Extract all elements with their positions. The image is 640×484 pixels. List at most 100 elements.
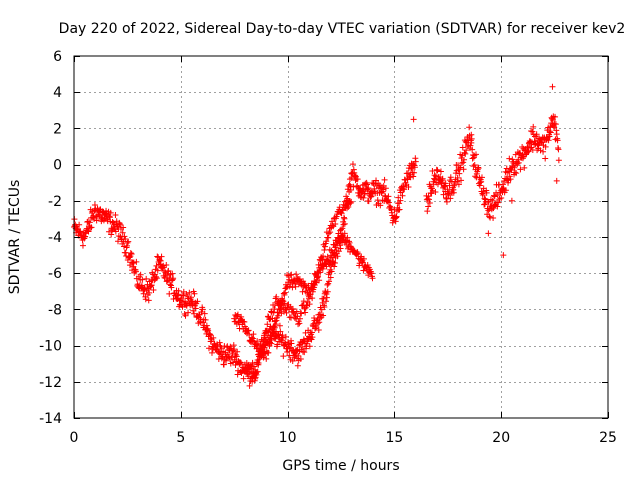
- data-point: [279, 334, 286, 341]
- data-point: [133, 258, 140, 265]
- data-point: [424, 208, 431, 215]
- data-point: [395, 194, 402, 201]
- data-point: [468, 139, 475, 146]
- data-point: [323, 298, 330, 305]
- data-point: [313, 273, 320, 280]
- data-point: [385, 193, 392, 200]
- data-point: [232, 361, 239, 368]
- data-point: [207, 332, 214, 339]
- data-point: [254, 338, 261, 345]
- data-point: [300, 298, 307, 305]
- data-point: [289, 284, 296, 291]
- data-point: [316, 277, 323, 284]
- data-point: [281, 289, 288, 296]
- data-point: [294, 362, 301, 369]
- data-point: [240, 375, 247, 382]
- data-point: [355, 250, 362, 257]
- data-point: [255, 361, 262, 368]
- data-point: [432, 173, 439, 180]
- data-point: [166, 290, 173, 297]
- y-tick-label: 0: [53, 158, 62, 174]
- data-point: [145, 297, 152, 304]
- data-point: [411, 164, 418, 171]
- data-point: [506, 173, 513, 180]
- data-point: [319, 256, 326, 263]
- data-point: [554, 137, 561, 144]
- data-point: [437, 168, 444, 175]
- data-point: [459, 144, 466, 151]
- x-tick-label: 25: [599, 430, 617, 446]
- data-point: [256, 356, 263, 363]
- data-point: [339, 207, 346, 214]
- data-point: [500, 252, 507, 259]
- data-point: [283, 284, 290, 291]
- data-point: [321, 247, 328, 254]
- y-axis-label: SDTVAR / TECUs: [7, 180, 23, 295]
- data-point: [257, 347, 264, 354]
- data-point: [381, 176, 388, 183]
- data-point: [347, 187, 354, 194]
- data-point: [454, 174, 461, 181]
- data-point: [301, 280, 308, 287]
- data-points: [71, 83, 562, 389]
- data-point: [495, 199, 502, 206]
- data-point: [140, 290, 147, 297]
- data-point: [397, 197, 404, 204]
- data-point: [205, 345, 212, 352]
- data-point: [470, 163, 477, 170]
- data-point: [205, 327, 212, 334]
- y-tick-label: -4: [48, 230, 62, 246]
- data-point: [315, 261, 322, 268]
- y-tick-label: 4: [53, 85, 62, 101]
- data-point: [460, 159, 467, 166]
- data-point: [458, 160, 465, 167]
- data-point: [229, 350, 236, 357]
- data-point: [346, 239, 353, 246]
- data-point: [470, 152, 477, 159]
- data-point: [147, 282, 154, 289]
- data-point: [341, 220, 348, 227]
- data-point: [126, 254, 133, 261]
- data-point: [360, 194, 367, 201]
- data-point: [208, 349, 215, 356]
- data-point: [245, 327, 252, 334]
- data-point: [215, 355, 222, 362]
- data-point: [143, 275, 150, 282]
- data-point: [529, 128, 536, 135]
- data-point: [466, 124, 473, 131]
- data-point: [296, 315, 303, 322]
- data-point: [108, 231, 115, 238]
- data-point: [273, 317, 280, 324]
- data-point: [234, 311, 241, 318]
- data-point: [122, 235, 129, 242]
- data-point: [309, 295, 316, 302]
- data-point: [163, 262, 170, 269]
- y-tick-label: -10: [39, 339, 62, 355]
- data-point: [317, 315, 324, 322]
- data-point: [340, 234, 347, 241]
- data-point: [527, 138, 534, 145]
- data-point: [553, 177, 560, 184]
- data-point: [544, 127, 551, 134]
- data-point: [293, 308, 300, 315]
- data-point: [237, 359, 244, 366]
- data-point: [338, 210, 345, 217]
- data-point: [270, 330, 277, 337]
- data-point: [88, 224, 95, 231]
- data-point: [289, 305, 296, 312]
- data-point: [489, 197, 496, 204]
- data-point: [255, 351, 262, 358]
- data-point: [483, 189, 490, 196]
- data-point: [462, 150, 469, 157]
- data-point: [121, 233, 128, 240]
- data-point: [168, 284, 175, 291]
- data-point: [295, 321, 302, 328]
- data-point: [264, 321, 271, 328]
- data-point: [298, 310, 305, 317]
- data-point: [293, 347, 300, 354]
- data-point: [350, 247, 357, 254]
- data-point: [210, 334, 217, 341]
- data-point: [323, 238, 330, 245]
- data-point: [154, 267, 161, 274]
- data-point: [329, 222, 336, 229]
